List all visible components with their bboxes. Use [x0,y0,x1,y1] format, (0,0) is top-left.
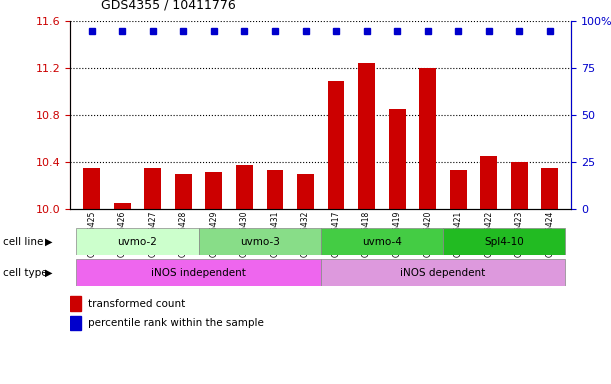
Text: iNOS independent: iNOS independent [151,268,246,278]
Bar [70,296,81,311]
Text: cell line: cell line [3,237,43,247]
Text: ▶: ▶ [45,237,52,247]
Text: transformed count: transformed count [88,299,185,309]
Text: uvmo-4: uvmo-4 [362,237,402,247]
Text: percentile rank within the sample: percentile rank within the sample [88,318,264,328]
Bar [205,172,222,209]
Bar [266,170,284,209]
Bar [297,174,314,209]
Bar [175,174,192,209]
Text: ▶: ▶ [45,268,52,278]
Bar [83,168,100,209]
Bar [236,165,253,209]
Bar [76,228,199,255]
Bar [541,168,558,209]
Bar [327,81,345,209]
Bar [443,228,565,255]
Bar [419,68,436,209]
Bar [199,228,321,255]
Text: Spl4-10: Spl4-10 [484,237,524,247]
Bar [511,162,528,209]
Text: iNOS dependent: iNOS dependent [400,268,486,278]
Bar [70,316,81,330]
Text: uvmo-3: uvmo-3 [240,237,280,247]
Bar [480,156,497,209]
Bar [358,63,375,209]
Bar [450,170,467,209]
Text: uvmo-2: uvmo-2 [117,237,158,247]
Bar [114,204,131,209]
Bar [321,259,565,286]
Bar [389,109,406,209]
Bar [144,168,161,209]
Text: cell type: cell type [3,268,48,278]
Bar [321,228,443,255]
Text: GDS4355 / 10411776: GDS4355 / 10411776 [101,0,236,12]
Bar [76,259,321,286]
